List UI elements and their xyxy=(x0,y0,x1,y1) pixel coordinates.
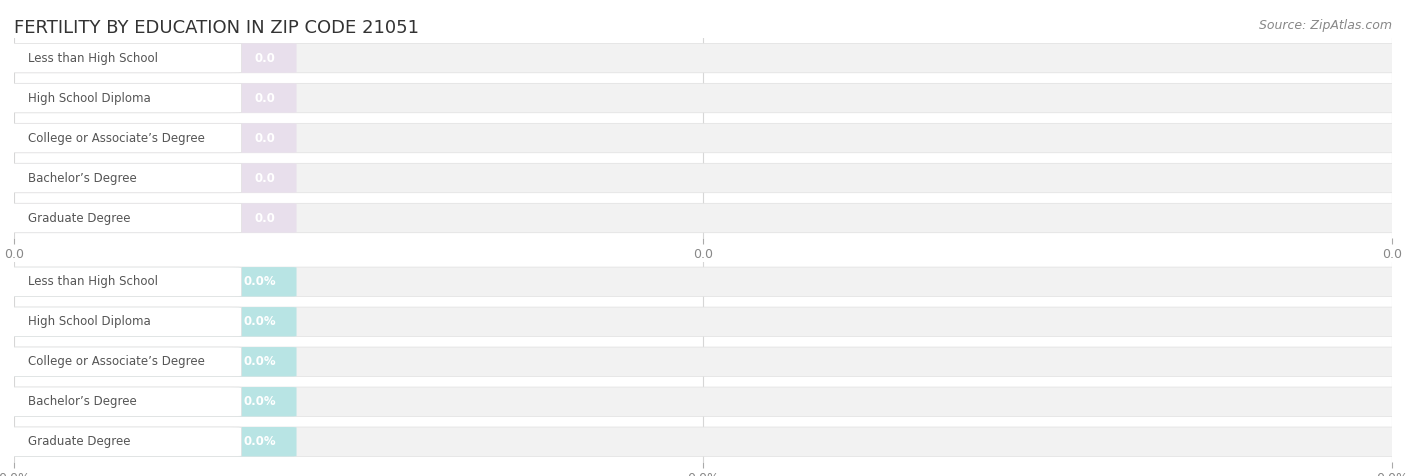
FancyBboxPatch shape xyxy=(6,427,297,456)
FancyBboxPatch shape xyxy=(6,267,242,297)
FancyBboxPatch shape xyxy=(6,267,1400,297)
FancyBboxPatch shape xyxy=(6,307,297,337)
FancyBboxPatch shape xyxy=(6,123,297,153)
Text: Graduate Degree: Graduate Degree xyxy=(28,435,131,448)
FancyBboxPatch shape xyxy=(6,347,242,377)
Text: Bachelor’s Degree: Bachelor’s Degree xyxy=(28,171,136,185)
Text: Less than High School: Less than High School xyxy=(28,275,157,288)
Text: 0.0%: 0.0% xyxy=(243,315,276,328)
FancyBboxPatch shape xyxy=(6,427,1400,456)
FancyBboxPatch shape xyxy=(6,203,242,233)
Text: High School Diploma: High School Diploma xyxy=(28,315,150,328)
Text: 0.0: 0.0 xyxy=(254,171,276,185)
Text: Graduate Degree: Graduate Degree xyxy=(28,211,131,225)
Text: Source: ZipAtlas.com: Source: ZipAtlas.com xyxy=(1258,19,1392,32)
FancyBboxPatch shape xyxy=(6,43,1400,73)
FancyBboxPatch shape xyxy=(6,307,242,337)
FancyBboxPatch shape xyxy=(6,427,242,456)
FancyBboxPatch shape xyxy=(6,387,297,416)
FancyBboxPatch shape xyxy=(6,83,1400,113)
FancyBboxPatch shape xyxy=(6,347,1400,377)
FancyBboxPatch shape xyxy=(6,307,1400,337)
Text: 0.0: 0.0 xyxy=(254,131,276,145)
FancyBboxPatch shape xyxy=(6,387,1400,416)
FancyBboxPatch shape xyxy=(6,267,297,297)
Text: 0.0%: 0.0% xyxy=(243,275,276,288)
FancyBboxPatch shape xyxy=(6,387,242,416)
Text: Bachelor’s Degree: Bachelor’s Degree xyxy=(28,395,136,408)
FancyBboxPatch shape xyxy=(6,347,297,377)
FancyBboxPatch shape xyxy=(6,163,242,193)
Text: 0.0: 0.0 xyxy=(254,211,276,225)
FancyBboxPatch shape xyxy=(6,203,297,233)
Text: 0.0: 0.0 xyxy=(254,51,276,65)
Text: College or Associate’s Degree: College or Associate’s Degree xyxy=(28,355,205,368)
Text: 0.0%: 0.0% xyxy=(243,435,276,448)
Text: 0.0%: 0.0% xyxy=(243,355,276,368)
FancyBboxPatch shape xyxy=(6,123,1400,153)
FancyBboxPatch shape xyxy=(6,43,297,73)
Text: High School Diploma: High School Diploma xyxy=(28,91,150,105)
Text: Less than High School: Less than High School xyxy=(28,51,157,65)
Text: College or Associate’s Degree: College or Associate’s Degree xyxy=(28,131,205,145)
Text: FERTILITY BY EDUCATION IN ZIP CODE 21051: FERTILITY BY EDUCATION IN ZIP CODE 21051 xyxy=(14,19,419,37)
FancyBboxPatch shape xyxy=(6,83,242,113)
FancyBboxPatch shape xyxy=(6,83,297,113)
FancyBboxPatch shape xyxy=(6,123,242,153)
FancyBboxPatch shape xyxy=(6,163,1400,193)
Text: 0.0: 0.0 xyxy=(254,91,276,105)
FancyBboxPatch shape xyxy=(6,203,1400,233)
FancyBboxPatch shape xyxy=(6,163,297,193)
FancyBboxPatch shape xyxy=(6,43,242,73)
Text: 0.0%: 0.0% xyxy=(243,395,276,408)
